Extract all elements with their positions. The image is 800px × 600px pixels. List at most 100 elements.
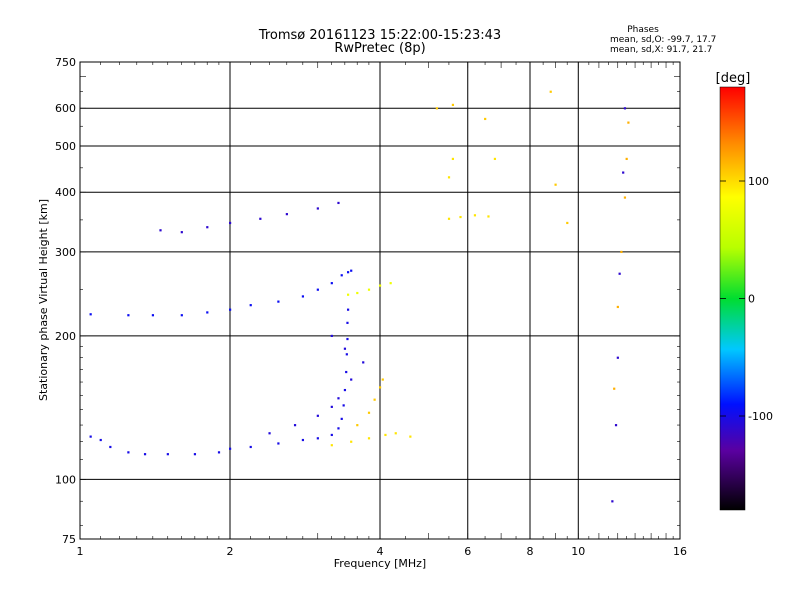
echo-point: [330, 433, 333, 437]
echo-point: [356, 424, 359, 427]
stats-line-x: mean, sd,X: 91.7, 21.7: [610, 45, 712, 55]
echo-point: [249, 304, 252, 307]
axis-ticks: 1 2 4 6 8 10 16 75 100 200 300 400 500 600 750: [55, 56, 687, 558]
echo-point: [180, 314, 183, 317]
y-tick-label: 750: [55, 56, 76, 69]
y-tick-label: 200: [55, 330, 76, 343]
y-tick-label: 75: [62, 533, 76, 546]
echo-point: [343, 347, 347, 350]
y-tick-label: 100: [55, 473, 76, 486]
echo-point: [259, 217, 262, 220]
echo-point: [373, 398, 376, 401]
echo-point: [620, 250, 623, 254]
echo-point: [618, 272, 621, 275]
echo-point: [409, 435, 412, 438]
echo-point: [487, 215, 490, 218]
echo-point: [229, 221, 232, 225]
echo-point: [249, 445, 252, 449]
echo-point: [159, 229, 162, 232]
echo-point: [367, 437, 371, 440]
echo-point: [346, 337, 349, 341]
echo-point: [346, 308, 350, 311]
echo-point: [384, 433, 387, 437]
echo-point: [127, 314, 130, 317]
echo-point: [435, 107, 438, 110]
echo-point: [356, 291, 359, 295]
echo-point: [367, 411, 371, 414]
x-tick-label: 16: [673, 545, 687, 558]
echo-point: [623, 196, 627, 199]
echo-point: [616, 305, 619, 309]
stats-line-o: mean, sd,O: -99.7, 17.7: [610, 35, 716, 45]
y-tick-label: 300: [55, 246, 76, 259]
echo-point: [330, 405, 333, 408]
echo-point: [330, 444, 333, 447]
colorbar-tick-label: 100: [748, 175, 769, 188]
y-tick-label: 500: [55, 140, 76, 153]
echo-point: [473, 214, 477, 217]
echo-point: [99, 438, 102, 442]
echo-point: [394, 432, 397, 435]
echo-point: [447, 217, 451, 220]
echo-point: [337, 201, 340, 205]
x-tick-label: 6: [464, 545, 471, 558]
echo-point: [350, 378, 353, 381]
echo-point: [616, 356, 619, 359]
colorbar-tick-label: 0: [748, 293, 755, 306]
echo-point: [337, 397, 340, 400]
echo-point: [151, 314, 155, 317]
echo-point: [627, 121, 630, 124]
y-tick-label: 600: [55, 102, 76, 115]
echo-point: [293, 424, 297, 427]
echo-point: [611, 500, 614, 503]
echo-point: [484, 117, 487, 121]
x-tick-label: 1: [77, 545, 84, 558]
x-tick-label: 4: [377, 545, 384, 558]
echo-point: [143, 453, 147, 456]
echo-point: [447, 176, 451, 179]
echo-point: [316, 414, 319, 417]
echo-point: [330, 334, 333, 338]
echo-point: [268, 432, 271, 435]
echo-point: [109, 445, 112, 449]
echo-point: [614, 424, 618, 427]
echo-point: [346, 293, 350, 296]
echo-point: [229, 308, 232, 311]
echo-point: [277, 442, 280, 445]
x-tick-label: 2: [227, 545, 234, 558]
colorbar-ticks: 100 0 -100: [720, 175, 773, 423]
echo-point: [367, 288, 371, 291]
data-points: [89, 90, 630, 503]
echo-point: [301, 295, 305, 298]
echo-point: [342, 404, 345, 407]
echo-point: [623, 107, 627, 110]
echo-point: [389, 282, 392, 285]
echo-point: [316, 207, 319, 210]
y-axis-label: Stationary phase Virtual Height [km]: [37, 199, 50, 401]
echo-point: [379, 386, 382, 389]
echo-point: [340, 274, 343, 277]
echo-point: [345, 353, 348, 356]
echo-point: [381, 378, 384, 381]
echo-point: [350, 269, 353, 272]
echo-point: [206, 311, 209, 314]
y-tick-label: 400: [55, 186, 76, 199]
echo-point: [89, 435, 92, 438]
echo-point: [180, 231, 183, 234]
echo-point: [493, 157, 497, 161]
echo-point: [127, 451, 130, 454]
echo-point: [346, 321, 349, 324]
echo-point: [379, 284, 382, 287]
echo-point: [340, 417, 343, 420]
x-tick-label: 10: [571, 545, 585, 558]
echo-point: [89, 313, 92, 316]
x-tick-label: 8: [527, 545, 534, 558]
echo-point: [316, 437, 319, 440]
echo-point: [193, 453, 197, 456]
echo-point: [285, 213, 288, 216]
echo-point: [330, 282, 333, 285]
echo-point: [549, 90, 552, 93]
colorbar-tick-label: -100: [748, 410, 773, 423]
echo-point: [566, 221, 569, 225]
